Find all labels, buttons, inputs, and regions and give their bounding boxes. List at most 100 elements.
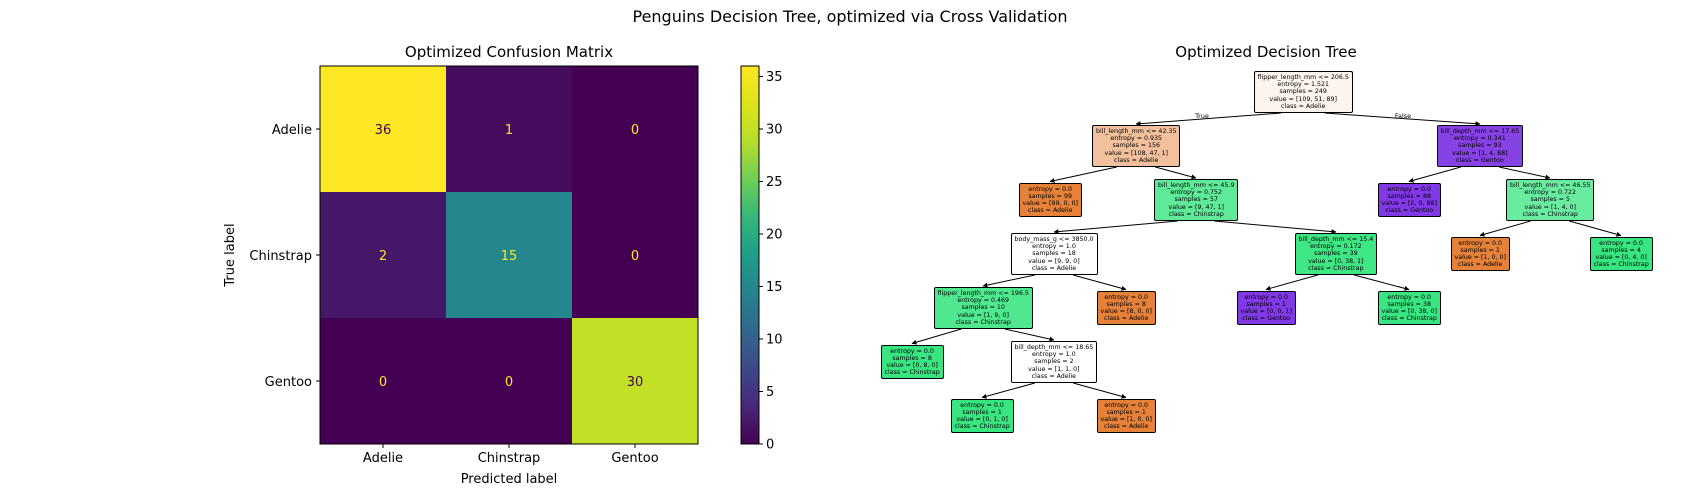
tree-node-line: samples = 249 bbox=[1279, 88, 1327, 96]
tree-node-line: samples = 2 bbox=[1034, 358, 1074, 366]
cm-y-tick-label: Chinstrap bbox=[249, 249, 312, 264]
tree-node-line: samples = 57 bbox=[1174, 196, 1218, 204]
tree-node-line: samples = 5 bbox=[1530, 196, 1570, 204]
tree-node-line: entropy = 0.0 bbox=[890, 347, 934, 355]
tree-node-line: bill_depth_mm <= 18.65 bbox=[1014, 344, 1094, 351]
tree-edge bbox=[1073, 382, 1127, 399]
decision-tree-panel: Optimized Decision Tree True False bbox=[911, 43, 1622, 399]
tree-edge bbox=[982, 274, 1035, 288]
tree-edge bbox=[1265, 274, 1318, 291]
tree-node: flipper_length_mm <= 196.5 entropy = 0.46… bbox=[933, 287, 1033, 330]
cm-cell-label: 1 bbox=[505, 123, 513, 138]
tree-node-line: class = Adelie bbox=[1031, 372, 1077, 380]
cm-cell bbox=[446, 192, 573, 319]
tree-node-line: value = [1, 1, 0] bbox=[1028, 365, 1080, 373]
tree-node-line: entropy = 0.0 bbox=[1028, 185, 1073, 193]
cm-y-ticks: Adelie Chinstrap Gentoo bbox=[249, 123, 320, 390]
colorbar-tick-label: 35 bbox=[766, 70, 783, 85]
tree-node-line: samples = 8 bbox=[1106, 300, 1146, 308]
tree-node-line: value = [1, 4, 88] bbox=[1452, 149, 1508, 157]
tree-node: flipper_length_mm <= 206.5 entropy = 1.52… bbox=[1253, 71, 1353, 114]
tree-node-line: body_mass_g <= 3850.0 bbox=[1014, 236, 1094, 243]
tree-node-line: entropy = 0.935 bbox=[1110, 135, 1163, 143]
cm-cell bbox=[446, 318, 573, 445]
tree-node: entropy = 0.0 samples = 4 value = [0, 4, 0… bbox=[1589, 236, 1653, 272]
tree-node: entropy = 0.0 samples = 99 value = [99, 0,… bbox=[1018, 182, 1082, 218]
tree-node-line: bill_length_mm <= 42.35 bbox=[1096, 128, 1177, 135]
tree-node-line: class = Chinstrap bbox=[954, 423, 1010, 431]
tree-edge bbox=[1049, 166, 1117, 183]
tree-node-line: value = [0, 38, 1] bbox=[1308, 257, 1364, 265]
tree-node-line: class = Chinstrap bbox=[1381, 315, 1437, 323]
tree-node-line: class = Chinstrap bbox=[884, 369, 940, 377]
tree-node: entropy = 0.0 samples = 1 value = [0, 0, 1… bbox=[1236, 290, 1296, 326]
tree-node-line: bill_depth_mm <= 15.4 bbox=[1298, 236, 1374, 243]
tree-node-line: class = Adelie bbox=[1114, 156, 1159, 164]
tree-node-line: samples = 88 bbox=[1387, 192, 1431, 200]
tree-node-line: bill_length_mm <= 46.55 bbox=[1510, 182, 1591, 189]
cm-cell-label: 0 bbox=[505, 375, 513, 390]
tree-node: bill_depth_mm <= 18.65 entropy = 1.0 sampl… bbox=[1010, 341, 1098, 384]
cm-cell bbox=[320, 192, 447, 319]
tree-node-line: samples = 99 bbox=[1028, 192, 1072, 200]
tree-node-line: entropy = 1.0 bbox=[1032, 243, 1076, 251]
tree-node-line: samples = 156 bbox=[1112, 142, 1160, 150]
tree-node-line: value = [1, 9, 0] bbox=[957, 311, 1009, 319]
cm-cell bbox=[572, 192, 699, 319]
tree-node-line: value = [1, 0, 0] bbox=[1100, 415, 1152, 423]
cm-cell-label: 0 bbox=[631, 249, 639, 264]
tree-edge bbox=[1354, 274, 1410, 291]
tree-node-line: bill_length_mm <= 45.9 bbox=[1158, 182, 1235, 189]
tree-node: entropy = 0.0 samples = 8 value = [0, 8, 0… bbox=[880, 344, 944, 380]
cm-cells: 36 1 0 2 15 0 0 0 30 bbox=[320, 66, 699, 445]
tree-node: entropy = 0.0 samples = 38 value = [0, 38,… bbox=[1377, 290, 1441, 326]
colorbar-tick-label: 15 bbox=[766, 280, 783, 295]
tree-node-line: value = [0, 0, 88] bbox=[1381, 199, 1437, 207]
tree-node-line: entropy = 0.722 bbox=[1524, 189, 1577, 197]
cm-cell bbox=[446, 66, 573, 193]
tree-node-line: entropy = 0.341 bbox=[1454, 135, 1506, 143]
colorbar: 0 5 10 15 20 25 30 35 bbox=[740, 65, 783, 453]
cm-cell bbox=[320, 318, 447, 445]
cm-x-ticks: Adelie Chinstrap Gentoo bbox=[363, 444, 659, 466]
tree-node-line: samples = 1 bbox=[1106, 408, 1146, 416]
cm-x-tick-label: Chinstrap bbox=[478, 451, 541, 466]
tree-node-line: value = [8, 0, 0] bbox=[1100, 307, 1152, 315]
tree-node-line: class = Adelie bbox=[1028, 207, 1073, 215]
tree-node-line: value = [0, 8, 0] bbox=[886, 361, 938, 369]
tree-node: entropy = 0.0 samples = 8 value = [8, 0, 0… bbox=[1096, 290, 1156, 326]
colorbar-tick-label: 25 bbox=[766, 175, 783, 190]
cm-cell-label: 15 bbox=[501, 249, 518, 264]
tree-node-line: class = Gentoo bbox=[1455, 156, 1504, 164]
tree-edge bbox=[1499, 166, 1551, 180]
tree-node-line: value = [9, 9, 0] bbox=[1028, 257, 1080, 265]
tree-node-line: flipper_length_mm <= 206.5 bbox=[1257, 74, 1349, 81]
tree-node-line: samples = 8 bbox=[892, 354, 932, 362]
tree-node-line: class = Chinstrap bbox=[1168, 210, 1224, 218]
tree-node-line: flipper_length_mm <= 196.5 bbox=[937, 290, 1029, 297]
figure-suptitle: Penguins Decision Tree, optimized via Cr… bbox=[632, 7, 1067, 26]
tree-node-line: value = [0, 1, 0] bbox=[956, 415, 1008, 423]
colorbar-tick-label: 30 bbox=[766, 123, 783, 138]
confusion-matrix-panel: Optimized Confusion Matrix 36 1 02 15 00 0 30 … bbox=[223, 43, 699, 487]
tree-edge bbox=[1324, 112, 1481, 127]
tree-node-line: value = [0, 4, 0] bbox=[1595, 253, 1647, 261]
tree-node-line: value = [1, 0, 0] bbox=[1454, 253, 1506, 261]
tree-node: bill_depth_mm <= 15.4 entropy = 0.172 samp… bbox=[1294, 233, 1378, 276]
tree-node-line: entropy = 0.752 bbox=[1170, 189, 1223, 197]
colorbar-tick-label: 5 bbox=[766, 385, 774, 400]
tree-edge bbox=[1135, 112, 1282, 127]
tree-node-line: class = Chinstrap bbox=[955, 318, 1011, 326]
tree-node-line: samples = 10 bbox=[961, 304, 1005, 312]
tree-edge bbox=[1004, 328, 1055, 342]
cm-x-tick-label: Adelie bbox=[363, 451, 403, 466]
cm-cell-label: 0 bbox=[631, 123, 639, 138]
cm-cell bbox=[320, 66, 447, 193]
colorbar-ticks: 0 5 10 15 20 25 30 35 bbox=[759, 70, 783, 453]
tree-node-line: class = Adelie bbox=[1281, 102, 1326, 110]
tree-node-line: entropy = 0.0 bbox=[1387, 293, 1432, 301]
tree-node: bill_length_mm <= 46.55 entropy = 0.722 sa… bbox=[1506, 179, 1595, 222]
cm-cell bbox=[572, 66, 699, 193]
tree-node: bill_length_mm <= 42.35 entropy = 0.935 sa… bbox=[1092, 125, 1181, 168]
